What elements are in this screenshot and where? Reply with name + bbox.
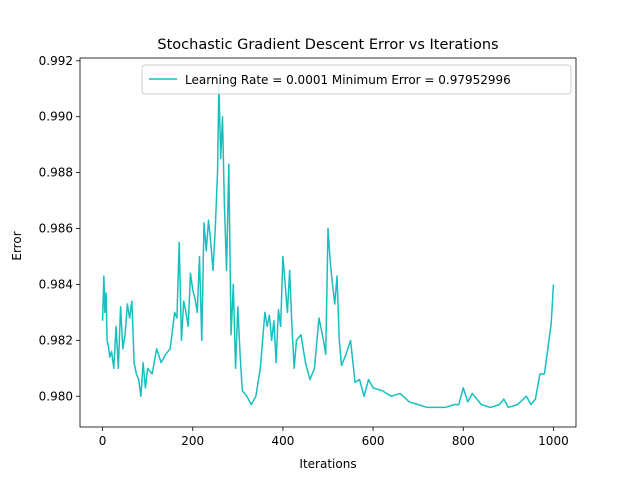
x-axis: 0 200 400 600 800 1000	[99, 427, 569, 448]
y-tick-label: 0.980	[39, 389, 73, 403]
x-tick-label: 800	[452, 434, 475, 448]
x-tick-label: 0	[99, 434, 107, 448]
legend-entry: Learning Rate = 0.0001 Minimum Error = 0…	[185, 73, 511, 87]
legend: Learning Rate = 0.0001 Minimum Error = 0…	[141, 64, 572, 95]
y-tick-label: 0.982	[39, 333, 73, 347]
x-tick-label: 200	[181, 434, 204, 448]
y-tick-label: 0.984	[39, 277, 73, 291]
x-axis-label: Iterations	[299, 457, 356, 471]
chart-title: Stochastic Gradient Descent Error vs Ite…	[157, 37, 498, 53]
x-tick-label: 1000	[538, 434, 569, 448]
y-tick-label: 0.990	[39, 110, 73, 124]
plot-area	[79, 57, 577, 428]
y-axis: 0.980 0.982 0.984 0.986 0.988 0.990 0.992	[39, 54, 80, 403]
series-line-0	[101, 82, 555, 409]
y-tick-label: 0.986	[39, 222, 73, 236]
y-tick-label: 0.988	[39, 166, 73, 180]
y-tick-label: 0.992	[39, 54, 73, 68]
x-tick-label: 600	[362, 434, 385, 448]
y-axis-label: Error	[10, 231, 24, 260]
legend-box	[141, 64, 572, 95]
x-tick-label: 400	[271, 434, 294, 448]
axes-frame	[79, 57, 577, 428]
